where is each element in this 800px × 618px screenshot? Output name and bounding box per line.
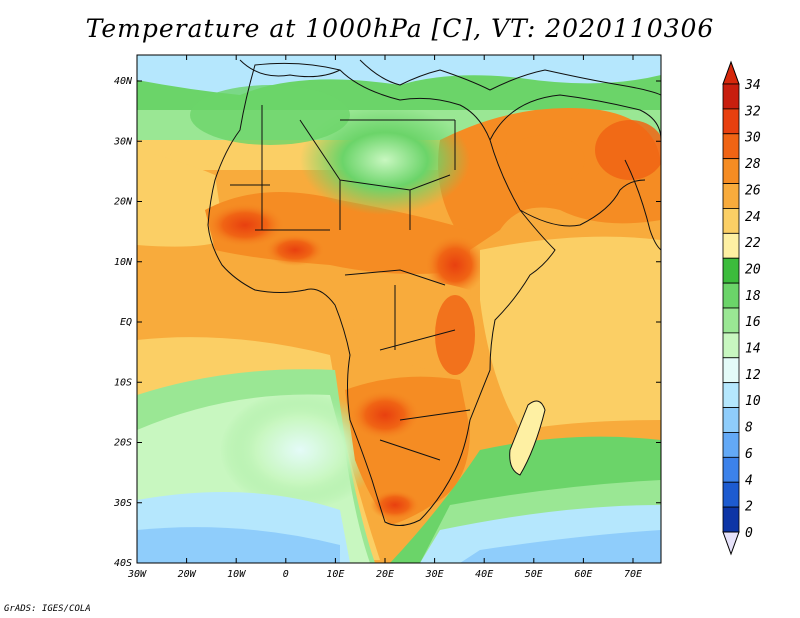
lon-tick-label: 40E xyxy=(475,569,493,580)
lat-tick-label: 20N xyxy=(114,197,133,208)
colorbar-segment xyxy=(722,506,740,533)
colorbar-segment xyxy=(722,307,740,334)
lon-tick-label: 10W xyxy=(227,569,246,580)
colorbar-segment xyxy=(722,232,740,259)
colorbar-segment xyxy=(722,481,740,508)
map-title: Temperature at 1000hPa [C], VT: 20201103… xyxy=(85,14,715,43)
colorbar-label: 26 xyxy=(745,183,761,198)
colorbar-label: 24 xyxy=(745,210,761,225)
lat-tick-label: 30S xyxy=(113,498,132,509)
colorbar-segment xyxy=(722,208,740,234)
lat-tick-label: 40N xyxy=(114,76,133,87)
map-frame xyxy=(136,54,662,564)
colorbar-label: 0 xyxy=(745,526,753,541)
credit-text: GrADS: IGES/COLA xyxy=(4,604,91,614)
colorbar-label: 10 xyxy=(745,394,761,409)
lat-tick-label: 20S xyxy=(114,438,132,449)
colorbar-label: 34 xyxy=(744,78,761,93)
lon-tick-label: 20W xyxy=(178,569,197,580)
colorbar-segment xyxy=(722,282,740,309)
colorbar-label: 32 xyxy=(744,104,761,119)
colorbar-bottom-arrow xyxy=(722,531,740,556)
coastlines xyxy=(207,59,661,526)
colorbar-label: 6 xyxy=(745,447,753,462)
colorbar-label: 18 xyxy=(745,289,761,304)
colorbar-label: 22 xyxy=(745,236,761,251)
colorbar-top-arrow xyxy=(722,60,740,85)
colorbar-segment xyxy=(722,432,740,458)
colorbar-segment xyxy=(722,83,740,110)
lon-tick-label: 0 xyxy=(283,569,289,580)
longitude-axis: 30W 20W 10W 0 10E 20E 30E 40E 50E 60E 70E xyxy=(127,55,642,580)
lon-tick-label: 30E xyxy=(425,569,444,580)
colorbar-label: 14 xyxy=(745,342,761,357)
lon-tick-label: 70E xyxy=(624,569,642,580)
lon-tick-label: 10E xyxy=(326,569,344,580)
colorbar-label: 20 xyxy=(745,262,761,277)
lat-tick-label: EQ xyxy=(120,317,132,328)
colorbar-label: 8 xyxy=(745,421,753,436)
lon-tick-label: 20E xyxy=(376,569,394,580)
colorbar-segment xyxy=(722,133,740,160)
colorbar-label: 2 xyxy=(745,500,753,515)
lon-tick-label: 60E xyxy=(574,569,592,580)
lon-tick-label: 30W xyxy=(127,569,147,580)
colorbar-segment xyxy=(722,407,740,433)
lon-tick-label: 50E xyxy=(525,569,543,580)
lat-tick-label: 10N xyxy=(114,257,133,268)
colorbar-segment xyxy=(722,158,740,184)
colorbar-label: 28 xyxy=(745,157,761,172)
colorbar-label: 4 xyxy=(745,473,753,488)
lat-tick-label: 30N xyxy=(113,136,133,147)
colorbar-segment xyxy=(722,183,740,209)
colorbar-segment xyxy=(722,108,740,135)
latitude-axis: 40N 30N 20N 10N EQ 10S 20S 30S 40S xyxy=(113,76,661,569)
colorbar-segment xyxy=(722,332,740,359)
colorbar-label: 30 xyxy=(744,131,761,146)
colorbar-segment xyxy=(722,357,740,384)
colorbar-segment xyxy=(722,456,740,483)
temperature-field xyxy=(137,55,661,563)
colorbar-label: 12 xyxy=(745,368,761,383)
lat-tick-label: 40S xyxy=(114,558,132,569)
colorbar-label: 16 xyxy=(745,315,761,330)
colorbar-segment xyxy=(722,382,740,408)
lat-tick-label: 10S xyxy=(114,377,132,388)
colorbar-segment xyxy=(722,257,740,284)
